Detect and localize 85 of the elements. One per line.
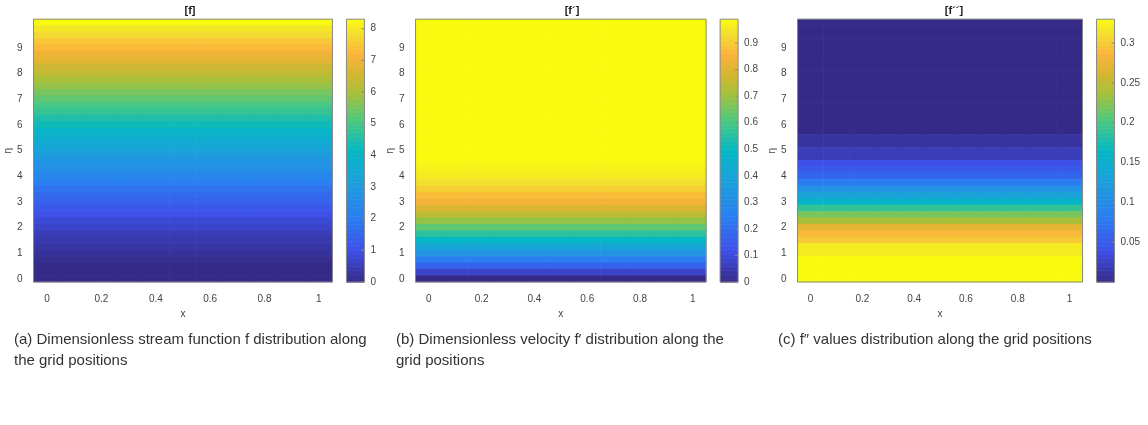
x-tick-label: 0.4 xyxy=(148,292,164,304)
y-tick-label: 6 xyxy=(17,118,23,130)
y-tick-label: 6 xyxy=(399,118,405,130)
text: (c) f″ values distribution along the grid positions xyxy=(777,329,1093,349)
color-bar-label: 0.3 xyxy=(744,196,759,208)
color-bar-label: 0.8 xyxy=(744,63,759,75)
color-bar-label: 0.6 xyxy=(744,116,759,128)
y-tick-label: 2 xyxy=(17,221,23,233)
color-bar-label: 0.1 xyxy=(1120,196,1135,208)
y-tick-label: 0 xyxy=(781,272,787,284)
color-bar-label: 7 xyxy=(370,54,377,66)
x-tick-label: 1 xyxy=(316,292,323,304)
y-tick-label: 8 xyxy=(399,67,405,79)
text: (b) Dimensionless velocity f′ distribution along the grid positions xyxy=(395,329,725,370)
x-tick-label: 0.2 xyxy=(474,292,489,304)
x-tick-label: 0.6 xyxy=(959,292,974,304)
color-bar-label: 0.4 xyxy=(744,169,759,181)
y-tick-label: 1 xyxy=(399,246,405,258)
x-tick-label: 0 xyxy=(44,292,51,304)
color-bar-label: 2 xyxy=(370,212,377,224)
color-bar-label: 0 xyxy=(370,275,377,287)
y-tick-label: 9 xyxy=(781,41,787,53)
y-tick-label: 3 xyxy=(399,195,405,207)
y-tick-label: 2 xyxy=(399,221,405,233)
color-bar-label: 0.25 xyxy=(1120,76,1141,88)
color-bar-label: 0.15 xyxy=(1120,156,1141,168)
y-tick-label: 3 xyxy=(17,195,23,207)
x-axis-title: x xyxy=(558,307,564,319)
color-bar-label: 0.05 xyxy=(1120,235,1141,247)
color-bar-label: 0.2 xyxy=(744,222,759,234)
color-bar-label: 0.7 xyxy=(744,89,759,101)
y-tick-label: 7 xyxy=(781,93,787,105)
x-tick-label: 0.6 xyxy=(580,292,595,304)
y-tick-label: 2 xyxy=(781,221,787,233)
color-bar-label: 0 xyxy=(744,275,751,287)
y-tick-label: 1 xyxy=(781,246,787,258)
y-tick-label: 6 xyxy=(781,118,787,130)
chart-title: [f] xyxy=(184,3,196,16)
y-tick-label: 1 xyxy=(17,246,23,258)
y-tick-label: 5 xyxy=(781,144,787,156)
y-tick-label: 4 xyxy=(781,169,787,181)
color-bar-label: 6 xyxy=(370,85,377,97)
x-tick-label: 0.4 xyxy=(907,292,922,304)
y-tick-label: 3 xyxy=(781,195,787,207)
y-tick-label: 4 xyxy=(17,169,23,181)
y-tick-label: 5 xyxy=(399,144,405,156)
x-tick-label: 0 xyxy=(807,292,814,304)
color-bar-label: 1 xyxy=(370,244,377,256)
y-tick-label: 0 xyxy=(399,272,405,284)
color-bar-label: 0.5 xyxy=(744,143,759,155)
y-tick-label: 4 xyxy=(399,169,405,181)
y-tick-label: 8 xyxy=(781,67,787,79)
x-tick-label: 0 xyxy=(425,292,432,304)
x-tick-label: 0.8 xyxy=(1010,292,1026,304)
y-axis-title: η xyxy=(765,147,777,154)
y-tick-label: 8 xyxy=(17,67,23,79)
y-tick-label: 5 xyxy=(17,144,23,156)
y-tick-label: 7 xyxy=(399,93,405,105)
x-axis-title: x xyxy=(937,307,943,319)
color-bar-label: 8 xyxy=(370,22,377,34)
x-tick-label: 0.2 xyxy=(94,292,109,304)
x-tick-label: 0.2 xyxy=(855,292,870,304)
color-bar-label: 0.3 xyxy=(1120,36,1135,48)
color-bar-label: 0.1 xyxy=(744,249,759,261)
color-bar-label: 0.2 xyxy=(1120,116,1135,128)
x-tick-label: 0.4 xyxy=(527,292,542,304)
text: (a) Dimensionless stream function f distribution along the grid positions xyxy=(13,329,368,370)
x-tick-label: 1 xyxy=(1066,292,1073,304)
x-tick-label: 0.6 xyxy=(203,292,218,304)
color-bar-label: 0.9 xyxy=(744,36,759,48)
chart-title: [f´] xyxy=(564,3,580,16)
color-bar-label: 4 xyxy=(370,149,377,161)
x-axis-title: x xyxy=(180,307,186,319)
x-tick-label: 1 xyxy=(690,292,697,304)
y-tick-label: 9 xyxy=(17,41,23,53)
x-tick-label: 0.8 xyxy=(633,292,648,304)
y-tick-label: 0 xyxy=(17,272,23,284)
y-tick-label: 7 xyxy=(17,93,23,105)
x-tick-label: 0.8 xyxy=(257,292,272,304)
chart-title: [f´´] xyxy=(944,3,964,16)
y-axis-title: η xyxy=(1,147,13,154)
color-bar-label: 3 xyxy=(370,180,377,192)
color-bar-label: 5 xyxy=(370,117,377,129)
y-tick-label: 9 xyxy=(399,41,405,53)
y-axis-title: η xyxy=(383,147,395,154)
